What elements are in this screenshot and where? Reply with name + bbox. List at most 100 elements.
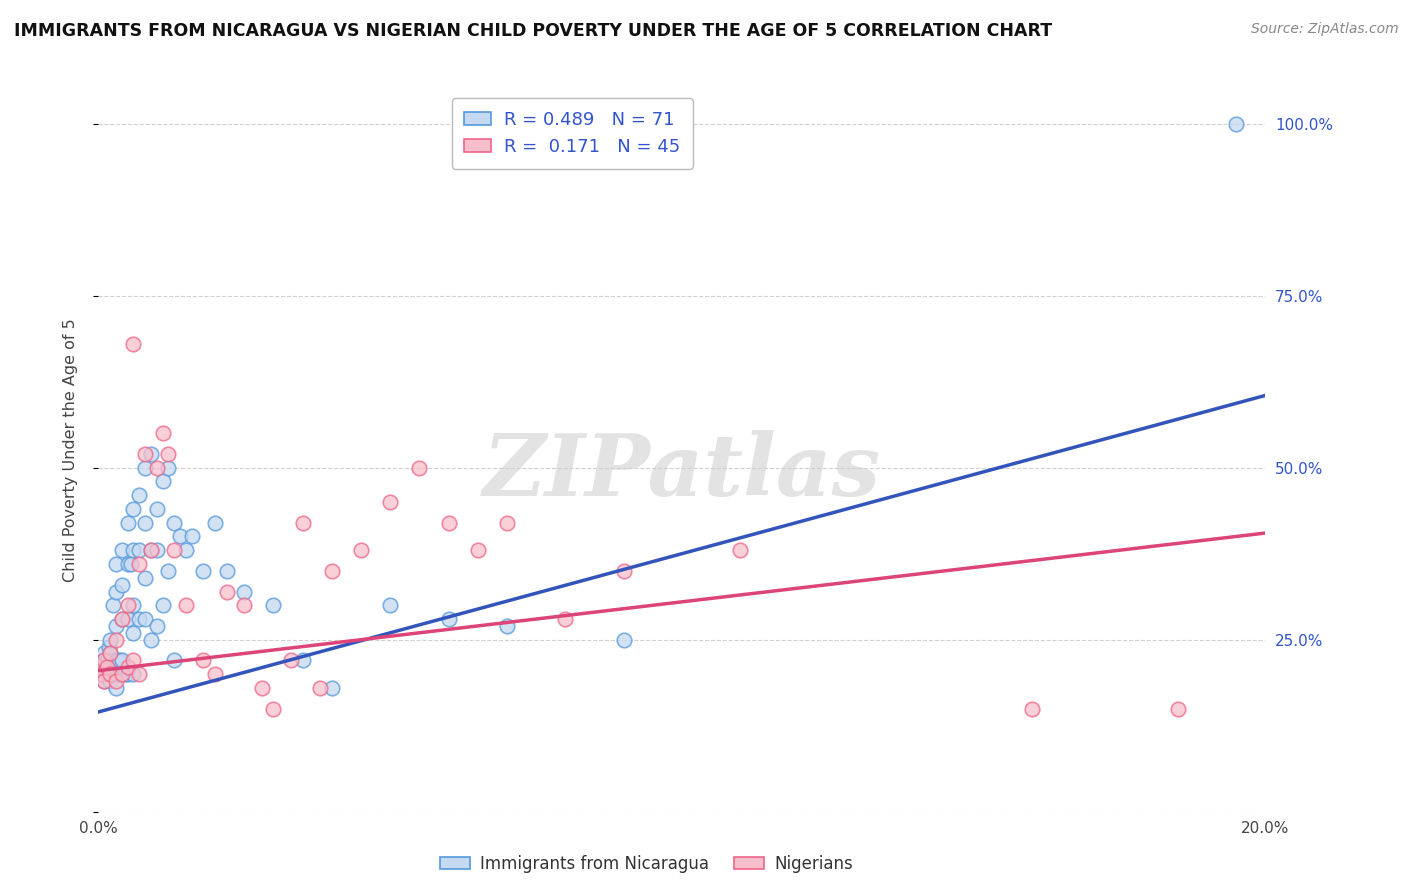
Point: [146, 619, 169, 633]
Point: [111, 612, 134, 626]
Point: [117, 557, 139, 571]
Point: [122, 336, 145, 351]
Point: [104, 632, 127, 647]
Point: [101, 599, 124, 613]
Point: [117, 667, 139, 681]
Point: [93, 673, 115, 688]
Point: [104, 653, 127, 667]
Point: [139, 447, 162, 461]
Point: [98, 632, 121, 647]
Point: [111, 543, 134, 558]
Point: [163, 543, 186, 558]
Point: [280, 653, 302, 667]
Legend: R = 0.489   N = 71, R =  0.171   N = 45: R = 0.489 N = 71, R = 0.171 N = 45: [451, 98, 693, 169]
Point: [111, 612, 134, 626]
Legend: Immigrants from Nicaragua, Nigerians: Immigrants from Nicaragua, Nigerians: [433, 848, 860, 880]
Text: Source: ZipAtlas.com: Source: ZipAtlas.com: [1251, 22, 1399, 37]
Point: [233, 584, 256, 599]
Point: [120, 557, 142, 571]
Point: [114, 667, 136, 681]
Point: [93, 647, 115, 661]
Point: [215, 564, 238, 578]
Point: [291, 516, 314, 530]
Point: [111, 667, 134, 681]
Point: [104, 673, 127, 688]
Point: [233, 599, 256, 613]
Point: [134, 612, 156, 626]
Point: [98, 667, 121, 681]
Point: [117, 660, 139, 674]
Point: [122, 543, 145, 558]
Point: [378, 599, 402, 613]
Point: [97, 640, 120, 654]
Point: [98, 673, 121, 688]
Point: [180, 529, 202, 543]
Point: [122, 625, 145, 640]
Point: [204, 667, 226, 681]
Point: [104, 557, 127, 571]
Point: [437, 516, 460, 530]
Point: [89, 660, 111, 674]
Point: [117, 516, 139, 530]
Point: [111, 653, 134, 667]
Point: [122, 653, 145, 667]
Point: [437, 612, 460, 626]
Point: [378, 495, 402, 509]
Point: [104, 584, 127, 599]
Point: [728, 543, 751, 558]
Point: [94, 660, 117, 674]
Point: [215, 584, 238, 599]
Point: [104, 619, 127, 633]
Point: [93, 673, 115, 688]
Point: [100, 667, 122, 681]
Point: [91, 653, 114, 667]
Point: [146, 543, 169, 558]
Point: [612, 632, 634, 647]
Point: [139, 632, 162, 647]
Point: [612, 564, 634, 578]
Point: [157, 447, 180, 461]
Point: [98, 647, 121, 661]
Point: [262, 701, 284, 715]
Point: [467, 543, 489, 558]
Point: [321, 564, 343, 578]
Point: [96, 660, 118, 674]
Point: [134, 460, 156, 475]
Point: [495, 619, 517, 633]
Point: [163, 516, 186, 530]
Point: [134, 447, 156, 461]
Text: ZIPatlas: ZIPatlas: [482, 430, 882, 514]
Point: [128, 543, 150, 558]
Point: [117, 612, 139, 626]
Point: [98, 660, 121, 674]
Point: [146, 502, 169, 516]
Point: [104, 667, 127, 681]
Point: [408, 460, 430, 475]
Point: [157, 564, 180, 578]
Point: [193, 653, 215, 667]
Point: [139, 543, 162, 558]
Point: [157, 460, 180, 475]
Point: [139, 543, 162, 558]
Point: [128, 557, 150, 571]
Text: IMMIGRANTS FROM NICARAGUA VS NIGERIAN CHILD POVERTY UNDER THE AGE OF 5 CORRELATI: IMMIGRANTS FROM NICARAGUA VS NIGERIAN CH…: [14, 22, 1052, 40]
Point: [122, 502, 145, 516]
Point: [98, 647, 121, 661]
Point: [554, 612, 576, 626]
Point: [1021, 701, 1043, 715]
Point: [128, 612, 150, 626]
Point: [163, 653, 186, 667]
Point: [128, 667, 150, 681]
Point: [291, 653, 314, 667]
Point: [122, 599, 145, 613]
Point: [174, 543, 197, 558]
Point: [309, 681, 332, 695]
Point: [152, 599, 174, 613]
Point: [152, 426, 174, 441]
Point: [262, 599, 284, 613]
Point: [96, 667, 118, 681]
Point: [122, 667, 145, 681]
Point: [250, 681, 273, 695]
Point: [169, 529, 191, 543]
Point: [89, 660, 111, 674]
